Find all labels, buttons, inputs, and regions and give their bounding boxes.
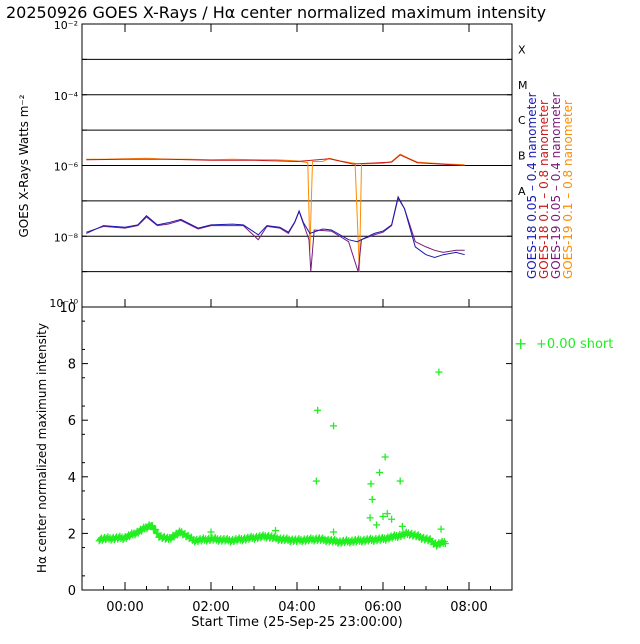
halpha-data-point <box>312 477 320 485</box>
xray-y-tick-label: 10⁻² <box>54 19 78 32</box>
halpha-data-point <box>441 540 449 548</box>
xray-series-group <box>86 153 465 272</box>
time-x-tick-label: 02:00 <box>192 600 229 615</box>
time-x-axis-label: Start Time (25-Sep-25 23:00:00) <box>191 615 402 630</box>
halpha-data-point <box>272 527 279 535</box>
halpha-data-point <box>398 522 406 530</box>
xray-legend-entry: GOES-19 0.1 – 0.8 nanometer <box>561 100 575 279</box>
time-x-tick-label: 00:00 <box>106 600 143 615</box>
halpha-data-point <box>437 525 445 533</box>
xray-panel: 10⁻¹⁰ 10⁻⁸ 10⁻⁶ 10⁻⁴ 10⁻² A B C M X GOES X-Rays … <box>17 19 575 310</box>
halpha-data-point <box>388 515 396 523</box>
halpha-plot-frame <box>81 306 513 591</box>
time-x-tick-label: 04:00 <box>278 600 315 615</box>
halpha-data-point <box>207 528 215 536</box>
xray-y-tick-label: 10⁻⁴ <box>54 90 79 103</box>
halpha-y-tick-label: 2 <box>68 527 76 542</box>
figure-title: 20250926 GOES X-Rays / Hα center normali… <box>6 3 546 22</box>
xray-legend-entry: GOES-19 0.05 – 0.4 nanometer <box>549 92 563 279</box>
xray-series-line <box>86 195 465 259</box>
halpha-data-point <box>381 453 389 461</box>
flare-class-label-b: B <box>518 150 526 163</box>
halpha-y-tick-label: 10 <box>59 301 76 316</box>
halpha-data-point <box>148 522 156 530</box>
xray-series-line <box>86 154 465 166</box>
flare-class-labels: A B C M X <box>518 43 528 198</box>
halpha-y-axis-label: Hα center normalized maximum intensity <box>35 323 49 573</box>
halpha-data-point <box>379 512 387 520</box>
xray-series-line <box>86 196 465 272</box>
flare-class-label-x: X <box>518 43 526 56</box>
flare-class-label-m: M <box>518 79 528 92</box>
halpha-y-tick-label: 6 <box>68 414 76 429</box>
halpha-panel: 0 2 4 6 8 10 00:00 02:00 04:00 06:00 08:00 Hα cen… <box>35 24 613 630</box>
flare-class-label-c: C <box>518 114 526 127</box>
halpha-data-point <box>435 368 443 376</box>
halpha-y-axis: 0 2 4 6 8 10 <box>59 301 512 599</box>
halpha-y-tick-label: 0 <box>68 584 76 599</box>
halpha-data-point <box>373 521 381 529</box>
halpha-data-point <box>376 469 384 477</box>
time-x-tick-label: 08:00 <box>450 600 487 615</box>
xray-legend-entry: GOES-18 0.05 – 0.4 nanometer <box>525 92 539 279</box>
xray-y-axis-label: GOES X-Rays Watts m⁻² <box>17 94 31 237</box>
halpha-legend-marker: + <box>514 334 527 353</box>
xray-y-tick-label: 10⁻¹⁰ <box>49 297 78 310</box>
halpha-data-point <box>367 480 375 488</box>
halpha-data-point <box>330 528 338 536</box>
time-x-tick-label: 06:00 <box>364 600 401 615</box>
halpha-data-point <box>314 406 322 414</box>
flare-class-label-a: A <box>518 185 526 198</box>
halpha-data-point <box>366 514 374 522</box>
xray-y-tick-label: 10⁻⁶ <box>54 161 79 174</box>
halpha-data-point <box>383 510 391 518</box>
flare-class-lines <box>82 58 512 273</box>
halpha-legend-label: +0.00 short <box>536 337 613 352</box>
xray-legend-entry: GOES-18 0.1 – 0.8 nanometer <box>537 100 551 279</box>
halpha-legend: + +0.00 short <box>514 334 613 353</box>
xray-series-line <box>86 153 465 272</box>
halpha-y-tick-label: 4 <box>68 471 76 486</box>
halpha-scatter-points <box>95 368 449 550</box>
halpha-data-point <box>152 526 160 534</box>
xray-y-tick-label: 10⁻⁸ <box>54 231 79 244</box>
halpha-data-point <box>396 477 404 485</box>
halpha-y-tick-label: 8 <box>68 358 76 373</box>
xray-y-axis: 10⁻¹⁰ 10⁻⁸ 10⁻⁶ 10⁻⁴ 10⁻² <box>49 19 512 310</box>
halpha-data-point <box>368 495 376 503</box>
time-x-axis: 00:00 02:00 04:00 06:00 08:00 <box>81 24 513 615</box>
halpha-data-point <box>330 422 338 430</box>
